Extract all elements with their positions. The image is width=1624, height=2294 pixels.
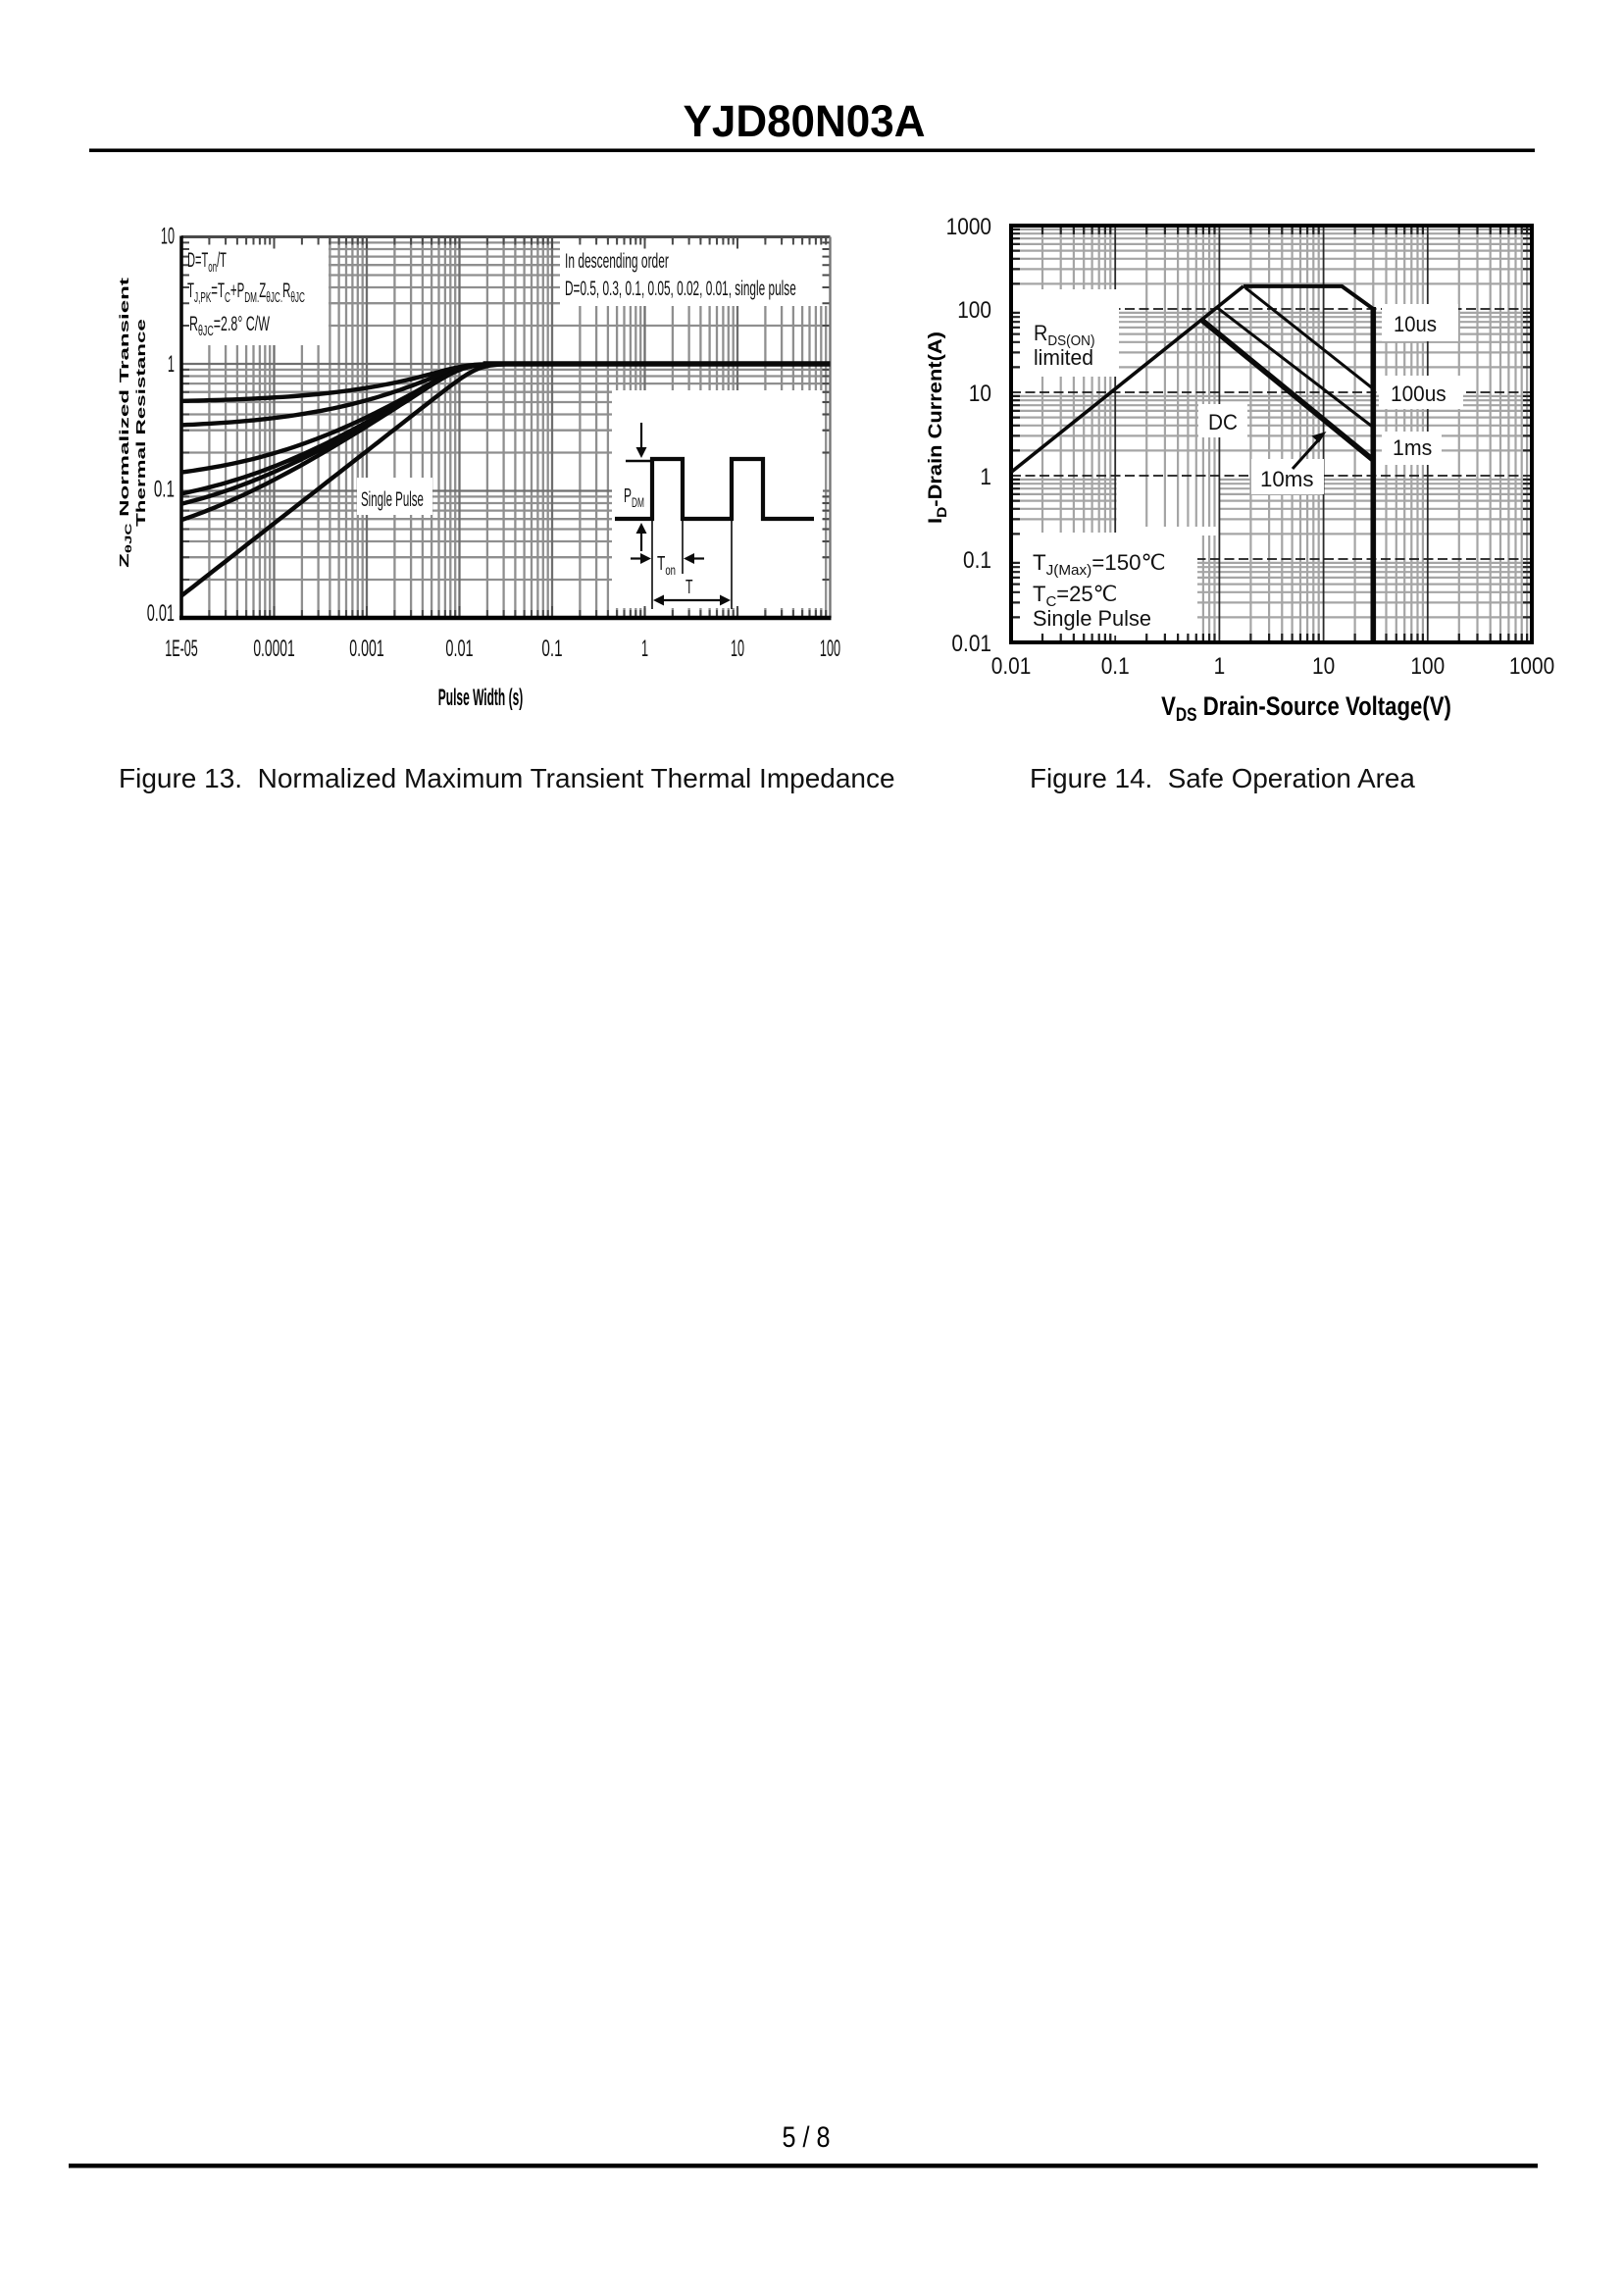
svg-text:D=Ton/T: D=Ton/T xyxy=(187,248,227,276)
svg-text:1: 1 xyxy=(980,464,991,490)
svg-text:1ms: 1ms xyxy=(1393,435,1432,460)
svg-text:1000: 1000 xyxy=(946,214,991,240)
svg-text:1: 1 xyxy=(641,637,648,662)
svg-text:YJD80N03A: YJD80N03A xyxy=(684,98,926,147)
svg-text:0.001: 0.001 xyxy=(349,636,383,662)
svg-text:Figure 13. Normalized Maximum: Figure 13. Normalized Maximum Transient … xyxy=(119,763,895,793)
svg-text:Pulse Width (s): Pulse Width (s) xyxy=(438,686,523,712)
svg-text:5 / 8: 5 / 8 xyxy=(783,2120,831,2154)
svg-text:DC: DC xyxy=(1208,410,1238,434)
svg-text:100: 100 xyxy=(820,637,840,662)
svg-text:TJ(Max)=150℃: TJ(Max)=150℃ xyxy=(1033,550,1166,579)
svg-text:0.01: 0.01 xyxy=(445,636,473,662)
svg-text:limited: limited xyxy=(1034,345,1093,371)
svg-text:10: 10 xyxy=(731,637,744,662)
svg-text:10: 10 xyxy=(1312,653,1335,680)
svg-text:D=0.5, 0.3, 0.1, 0.05, 0.02, 0: D=0.5, 0.3, 0.1, 0.05, 0.02, 0.01, singl… xyxy=(565,278,796,300)
svg-text:10ms: 10ms xyxy=(1260,467,1313,491)
svg-text:0.1: 0.1 xyxy=(154,477,175,502)
svg-text:0.01: 0.01 xyxy=(991,653,1032,680)
svg-text:0.1: 0.1 xyxy=(1101,653,1130,680)
svg-text:0.01: 0.01 xyxy=(951,631,991,657)
svg-text:10us: 10us xyxy=(1394,313,1437,336)
svg-text:0.01: 0.01 xyxy=(147,600,175,627)
svg-text:1E-05: 1E-05 xyxy=(165,637,197,662)
svg-text:0.0001: 0.0001 xyxy=(253,636,294,662)
svg-text:10: 10 xyxy=(969,381,991,407)
svg-text:1: 1 xyxy=(1214,653,1226,680)
svg-text:10: 10 xyxy=(161,224,175,249)
svg-text:1000: 1000 xyxy=(1509,653,1554,680)
svg-text:RθJC=2.8° C/W: RθJC=2.8° C/W xyxy=(189,312,270,339)
svg-text:In descending order: In descending order xyxy=(565,250,669,273)
svg-text:0.1: 0.1 xyxy=(963,547,991,574)
svg-text:T: T xyxy=(685,576,693,598)
svg-text:100us: 100us xyxy=(1391,382,1446,406)
svg-text:Thermal Resistance: Thermal Resistance xyxy=(133,319,148,527)
svg-text:Figure 14. Safe Operation Are: Figure 14. Safe Operation Area xyxy=(1030,763,1415,793)
svg-text:0.1: 0.1 xyxy=(541,637,562,662)
svg-text:100: 100 xyxy=(1410,653,1445,680)
svg-text:TC=25℃: TC=25℃ xyxy=(1033,582,1117,610)
svg-text:Single Pulse: Single Pulse xyxy=(361,487,424,511)
svg-text:100: 100 xyxy=(957,297,991,324)
svg-text:VDS Drain-Source Voltage(V): VDS Drain-Source Voltage(V) xyxy=(1161,692,1451,725)
svg-text:ID-Drain Current(A): ID-Drain Current(A) xyxy=(925,331,949,524)
svg-text:1: 1 xyxy=(168,352,175,378)
svg-text:Single Pulse: Single Pulse xyxy=(1033,606,1151,631)
svg-text:ZθJC Normalized Transient: ZθJC Normalized Transient xyxy=(117,277,133,567)
